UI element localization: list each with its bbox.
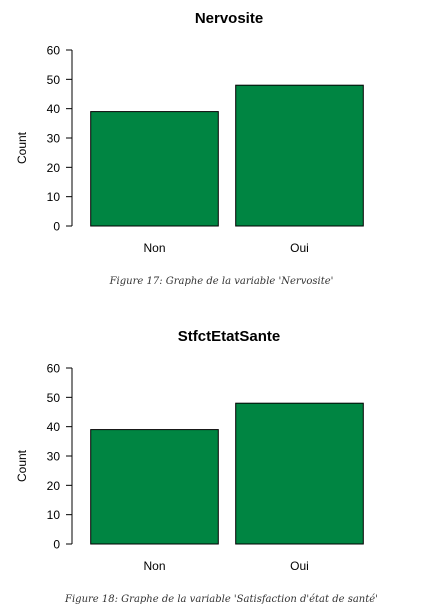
y-tick-label: 40 bbox=[47, 102, 61, 116]
y-tick-label: 50 bbox=[47, 391, 61, 405]
y-tick-label: 0 bbox=[53, 220, 60, 234]
x-category-label: Oui bbox=[290, 241, 309, 255]
y-tick-label: 10 bbox=[47, 508, 61, 522]
x-category-label: Oui bbox=[290, 559, 309, 573]
y-tick-label: 50 bbox=[47, 73, 61, 87]
bar-oui bbox=[235, 84, 364, 227]
y-axis-label: Count bbox=[15, 449, 29, 482]
bar-non bbox=[90, 111, 219, 227]
figure-caption-18: Figure 18: Graphe de la variable 'Satisf… bbox=[65, 594, 378, 605]
y-tick-label: 60 bbox=[47, 44, 61, 58]
bar-oui bbox=[235, 402, 364, 545]
x-category-label: Non bbox=[143, 241, 165, 255]
y-tick-label: 10 bbox=[47, 190, 61, 204]
y-tick-label: 0 bbox=[53, 538, 60, 552]
figure-caption-17: Figure 17: Graphe de la variable 'Nervos… bbox=[109, 276, 334, 287]
y-tick-label: 20 bbox=[47, 479, 61, 493]
y-tick-label: 40 bbox=[47, 420, 61, 434]
y-tick-label: 30 bbox=[47, 450, 61, 464]
x-category-label: Non bbox=[143, 559, 165, 573]
y-axis-label: Count bbox=[15, 131, 29, 164]
y-tick-label: 30 bbox=[47, 132, 61, 146]
chart-title: Nervosite bbox=[195, 10, 263, 27]
bar-chart-stfctetatsante: StfctEtatSante 0 10 20 30 40 50 60 Count Non Oui bbox=[15, 328, 364, 573]
bar-chart-nervosite: Nervosite 0 10 20 30 40 50 60 Count Non Oui bbox=[15, 10, 364, 255]
y-tick-label: 20 bbox=[47, 161, 61, 175]
chart-title: StfctEtatSante bbox=[178, 328, 281, 345]
y-tick-label: 60 bbox=[47, 362, 61, 376]
bar-non bbox=[90, 429, 219, 545]
